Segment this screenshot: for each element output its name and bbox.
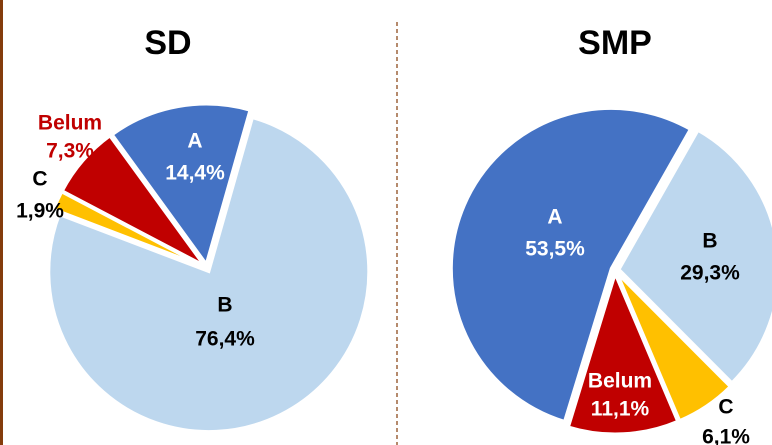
pie-slice [615, 272, 733, 423]
slice-label: 1,9% [16, 200, 64, 223]
slice-category: C [32, 168, 47, 191]
slice-label: 76,4% [195, 328, 255, 351]
slice-category: B [217, 294, 232, 317]
slice-category: C [718, 396, 733, 419]
slice-category: A [547, 206, 562, 229]
pie-slice [47, 115, 371, 434]
slice-label: 7,3% [46, 140, 94, 163]
chart-title: SD [144, 24, 191, 62]
chart-title: SMP [578, 24, 652, 62]
pie-slice [110, 102, 252, 268]
pie-slice [449, 106, 693, 424]
pie-slice [617, 128, 772, 385]
pie-slice [60, 133, 206, 267]
slice-category: B [702, 230, 717, 253]
slice-category: Belum [588, 370, 652, 393]
slice-category: A [187, 130, 202, 153]
slice-label: 11,1% [591, 398, 650, 421]
left-border [0, 0, 3, 445]
pie-slice [566, 269, 680, 436]
slice-label: 14,4% [165, 162, 225, 185]
slice-label: 53,5% [525, 238, 585, 261]
slice-label: 6,1% [702, 426, 750, 445]
slice-category: Belum [38, 112, 102, 135]
slice-label: 29,3% [680, 262, 740, 285]
